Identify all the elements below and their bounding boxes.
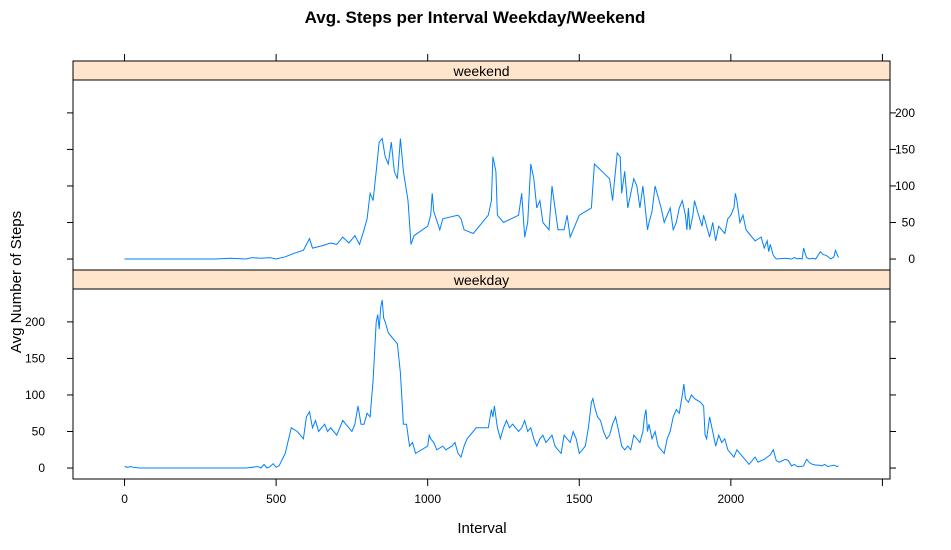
strip-label-weekend: weekend — [452, 63, 509, 79]
panel-weekend: weekend — [72, 60, 891, 271]
chart-title: Avg. Steps per Interval Weekday/Weekend — [305, 8, 646, 27]
y-tick-label-right: 200 — [895, 106, 915, 120]
y-tick-label-left: 150 — [25, 351, 45, 365]
strip-label-weekday: weekday — [453, 272, 509, 288]
x-tick-label: 1000 — [414, 492, 441, 506]
y-tick-label-right: 50 — [902, 216, 916, 230]
x-tick-label: 0 — [121, 492, 128, 506]
y-tick-label-left: 200 — [25, 315, 45, 329]
y-axis-title: Avg Number of Steps — [8, 211, 25, 353]
x-axis-title: Interval — [457, 520, 506, 537]
series-line-weekend — [124, 137, 839, 260]
plot-frame-weekday — [72, 288, 891, 480]
panels-layer: weekend weekday — [72, 60, 891, 480]
y-tick-label-right: 100 — [895, 179, 915, 193]
y-tick-label-left: 100 — [25, 388, 45, 402]
y-tick-label-left: 0 — [38, 461, 45, 475]
x-tick-label: 2000 — [717, 492, 744, 506]
panel-weekday: weekday — [72, 269, 891, 480]
x-tick-label: 1500 — [566, 492, 593, 506]
x-tick-label: 500 — [266, 492, 286, 506]
y-tick-label-right: 150 — [895, 142, 915, 156]
y-tick-label-right: 0 — [908, 252, 915, 266]
series-line-weekday — [124, 299, 839, 469]
y-tick-label-left: 50 — [32, 425, 46, 439]
